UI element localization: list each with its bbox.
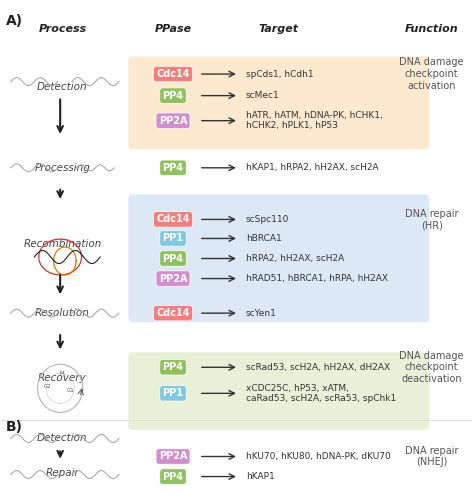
Text: Function: Function <box>405 24 458 34</box>
Text: scSpc110: scSpc110 <box>246 215 289 224</box>
Text: DNA damage
checkpoint
deactivation: DNA damage checkpoint deactivation <box>400 351 464 384</box>
Text: hATR, hATM, hDNA-PK, hCHK1,
hCHK2, hPLK1, hP53: hATR, hATM, hDNA-PK, hCHK1, hCHK2, hPLK1… <box>246 111 383 131</box>
Text: G2: G2 <box>44 384 52 389</box>
FancyBboxPatch shape <box>128 56 429 149</box>
Text: DNA repair
(HR): DNA repair (HR) <box>405 209 458 230</box>
Text: Processing: Processing <box>35 163 91 173</box>
Text: PP4: PP4 <box>163 472 183 481</box>
Text: PP4: PP4 <box>163 362 183 372</box>
Text: scYen1: scYen1 <box>246 308 277 318</box>
Text: PP1: PP1 <box>163 389 183 398</box>
Text: PPase: PPase <box>155 24 191 34</box>
Text: scRad53, scH2A, hH2AX, dH2AX: scRad53, scH2A, hH2AX, dH2AX <box>246 363 390 372</box>
Text: Detection: Detection <box>37 82 88 92</box>
Text: Recombination: Recombination <box>23 239 102 249</box>
Text: PP4: PP4 <box>163 91 183 101</box>
Text: G1: G1 <box>67 388 74 393</box>
Text: Repair: Repair <box>46 468 79 477</box>
Text: xCDC25C, hP53, xATM,
caRad53, scH2A, scRa53, spChk1: xCDC25C, hP53, xATM, caRad53, scH2A, scR… <box>246 384 396 403</box>
Text: PP4: PP4 <box>163 163 183 173</box>
Text: DNA repair
(NHEJ): DNA repair (NHEJ) <box>405 446 458 467</box>
Text: PP4: PP4 <box>163 254 183 264</box>
Text: B): B) <box>6 420 23 434</box>
Text: Target: Target <box>259 24 299 34</box>
Text: hKAP1, hRPA2, hH2AX, scH2A: hKAP1, hRPA2, hH2AX, scH2A <box>246 163 379 172</box>
Text: Cdc14: Cdc14 <box>156 69 190 79</box>
Text: hKU70, hKU80, hDNA-PK, dKU70: hKU70, hKU80, hDNA-PK, dKU70 <box>246 452 391 461</box>
Text: Cdc14: Cdc14 <box>156 308 190 318</box>
Text: Detection: Detection <box>37 433 88 444</box>
Text: PP2A: PP2A <box>159 116 187 125</box>
Text: scMec1: scMec1 <box>246 91 280 100</box>
Text: hKAP1: hKAP1 <box>246 472 274 481</box>
Text: Process: Process <box>38 24 87 34</box>
Text: PP1: PP1 <box>163 233 183 243</box>
Text: spCds1, hCdh1: spCds1, hCdh1 <box>246 70 313 79</box>
Text: hRAD51, hBRCA1, hRPA, hH2AX: hRAD51, hBRCA1, hRPA, hH2AX <box>246 274 388 283</box>
Text: M: M <box>60 371 64 376</box>
FancyBboxPatch shape <box>128 352 429 430</box>
Text: hBRCA1: hBRCA1 <box>246 234 282 243</box>
Text: PP2A: PP2A <box>159 274 187 284</box>
Text: A): A) <box>6 14 23 28</box>
Text: Resolution: Resolution <box>35 308 90 318</box>
FancyBboxPatch shape <box>1 420 472 421</box>
Text: DNA damage
checkpoint
activation: DNA damage checkpoint activation <box>400 57 464 91</box>
Text: Recovery: Recovery <box>38 373 87 384</box>
FancyBboxPatch shape <box>128 195 429 322</box>
Text: Cdc14: Cdc14 <box>156 214 190 224</box>
Text: hRPA2, hH2AX, scH2A: hRPA2, hH2AX, scH2A <box>246 254 344 263</box>
Text: PP2A: PP2A <box>159 452 187 462</box>
